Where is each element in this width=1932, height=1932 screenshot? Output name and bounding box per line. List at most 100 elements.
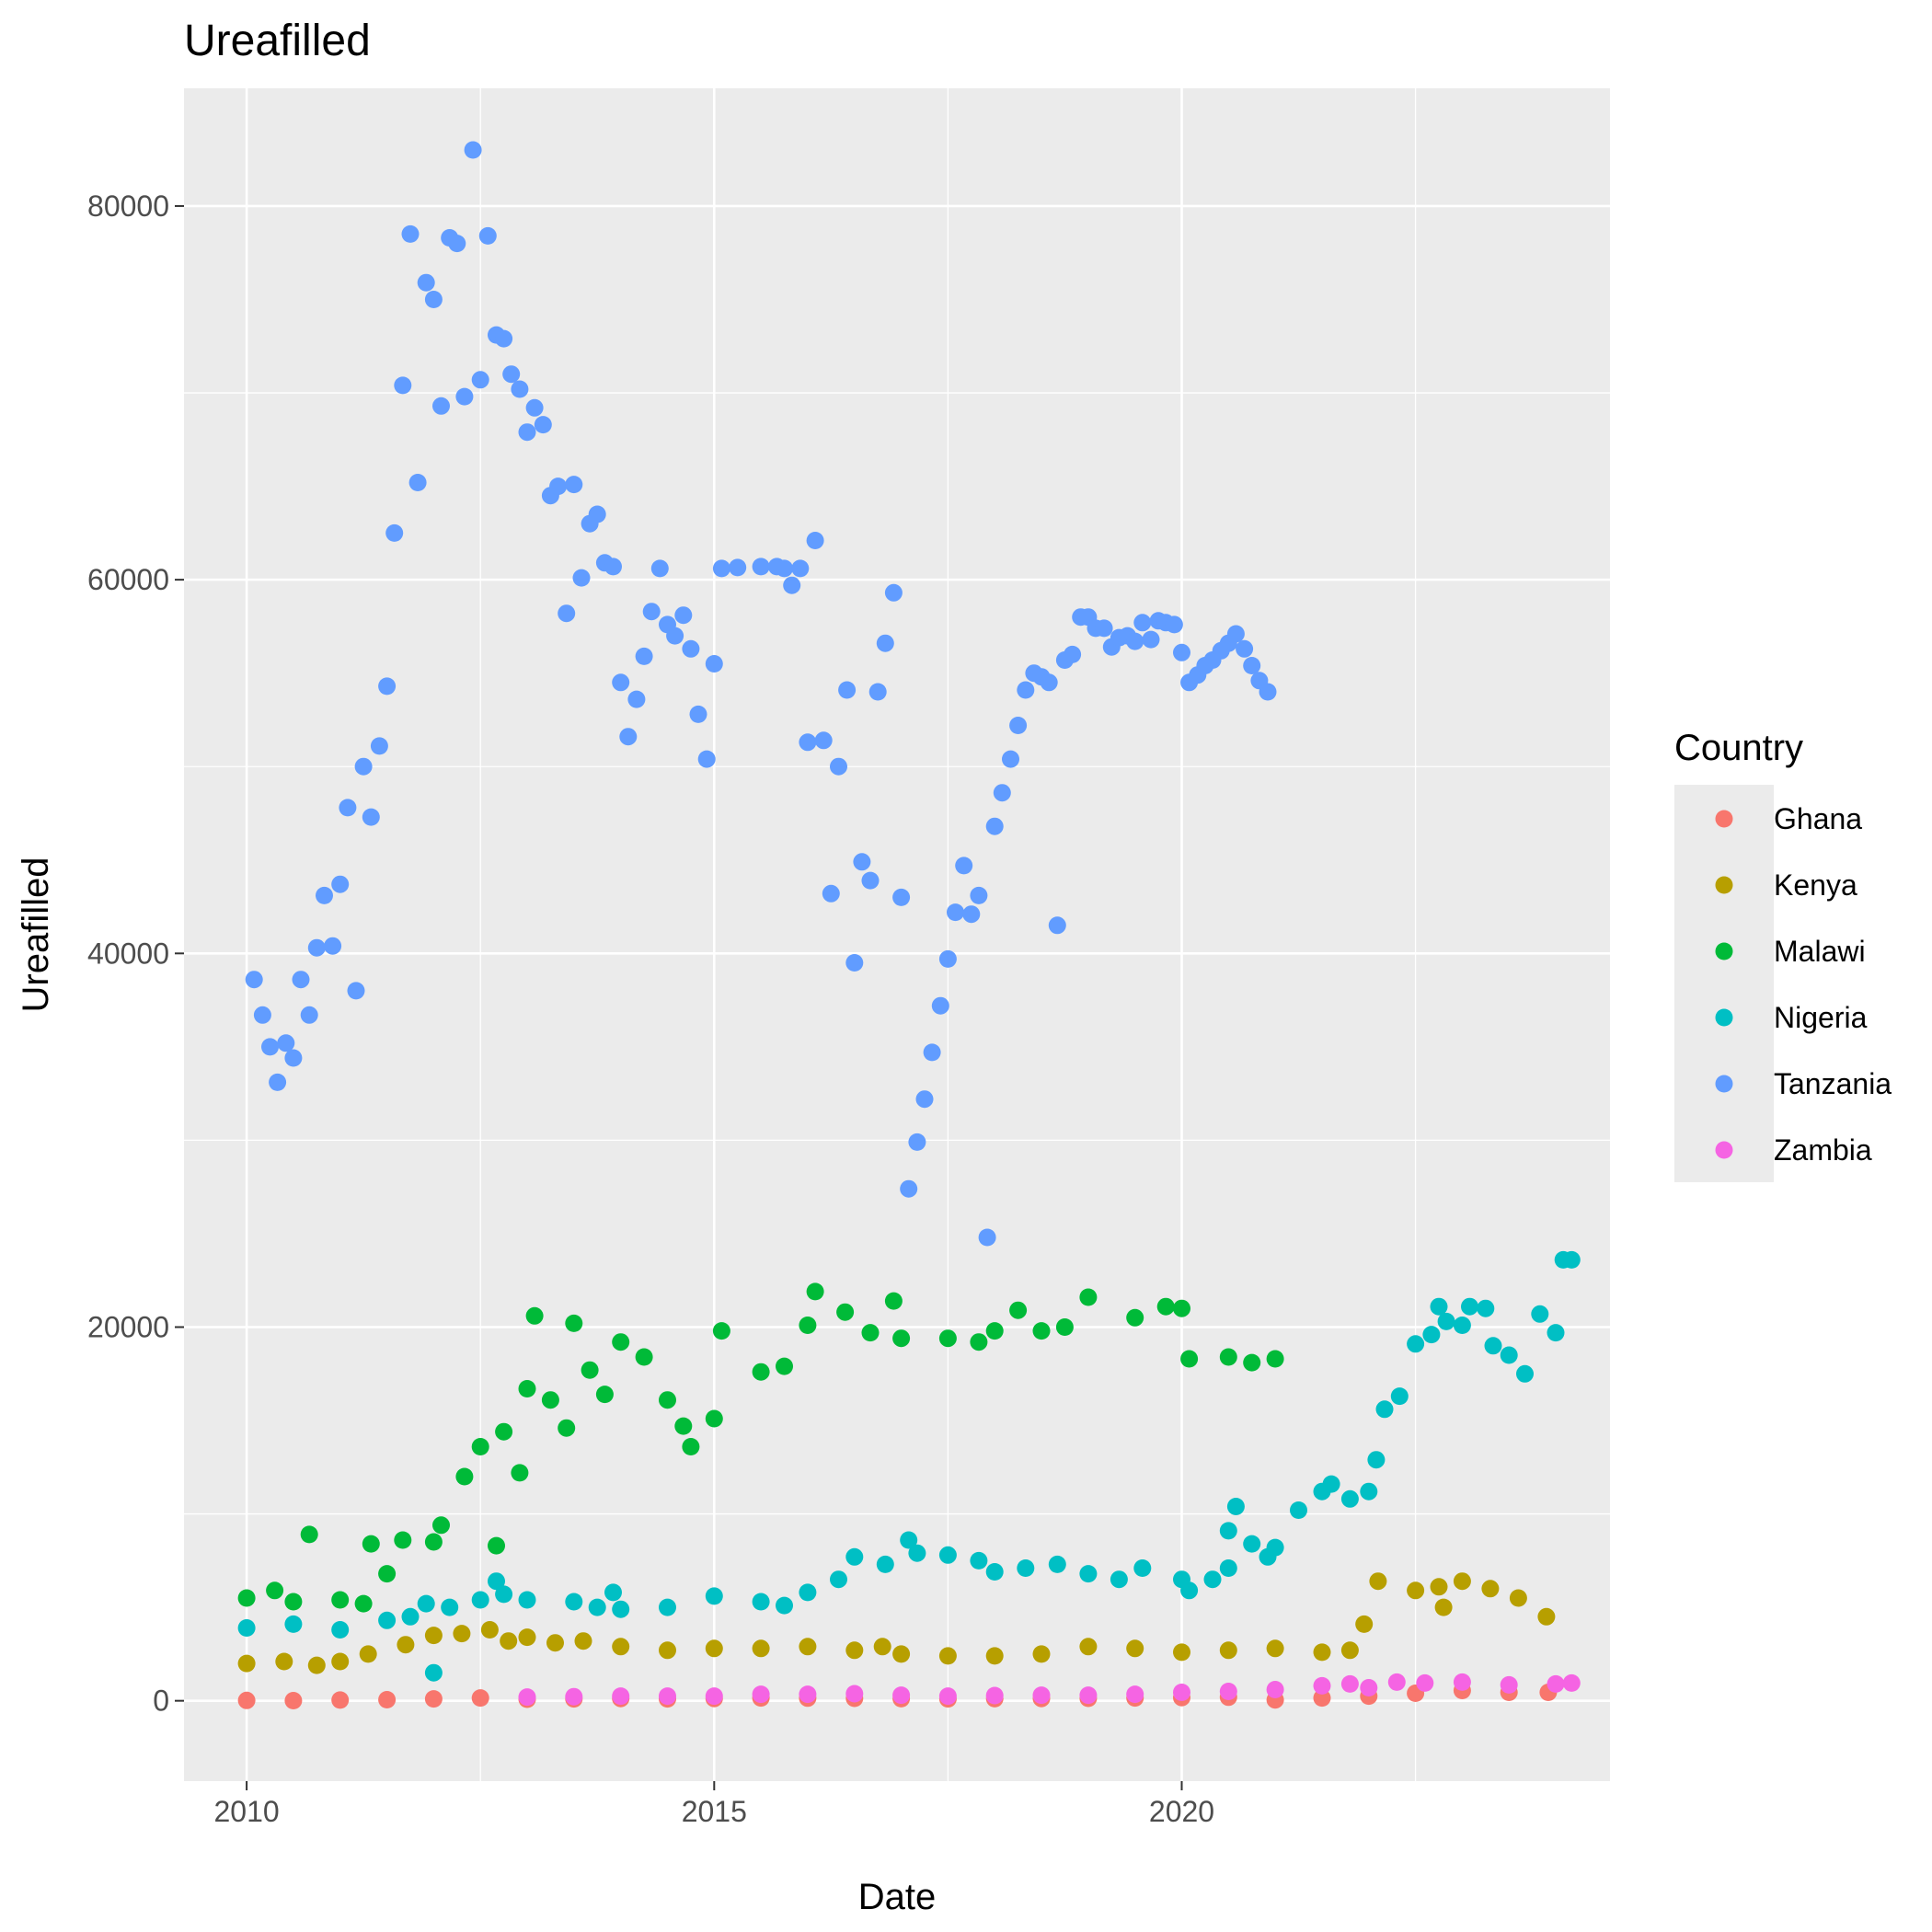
data-point <box>659 1641 676 1660</box>
data-point <box>292 971 310 989</box>
data-point <box>697 750 716 768</box>
data-point <box>612 1687 630 1706</box>
data-point <box>604 558 622 576</box>
data-point <box>574 1632 592 1650</box>
data-point <box>1547 1674 1565 1693</box>
data-point <box>1048 1555 1066 1573</box>
data-point <box>1133 614 1152 632</box>
data-point <box>705 1639 723 1658</box>
data-point <box>284 1692 303 1709</box>
data-point <box>900 1531 918 1549</box>
data-point <box>1226 1498 1245 1515</box>
data-point <box>300 1006 318 1024</box>
y-tick-label: 20000 <box>87 1310 169 1343</box>
series-malawi <box>237 1282 1284 1613</box>
data-point <box>799 1638 817 1656</box>
data-point <box>1079 1288 1098 1306</box>
data-point <box>876 634 894 652</box>
data-point <box>1219 1522 1237 1540</box>
data-point <box>674 1417 693 1435</box>
data-point <box>962 905 981 924</box>
data-point <box>752 1593 770 1611</box>
data-point <box>1531 1305 1549 1323</box>
data-point <box>495 329 513 348</box>
data-point <box>277 1034 295 1052</box>
data-point <box>938 1647 957 1665</box>
data-point <box>471 371 489 389</box>
data-point <box>284 1615 303 1633</box>
data-point <box>938 1329 957 1348</box>
data-point <box>1434 1598 1453 1616</box>
data-point <box>269 1073 287 1091</box>
data-point <box>1453 1673 1471 1691</box>
data-point <box>546 1634 564 1652</box>
data-point <box>266 1581 284 1600</box>
data-point <box>985 1647 1004 1665</box>
data-point <box>650 559 669 578</box>
data-point <box>588 505 606 523</box>
data-point <box>495 1585 513 1604</box>
data-point <box>752 1685 770 1704</box>
data-point <box>401 1607 420 1626</box>
data-point <box>378 1691 397 1708</box>
data-point <box>572 569 591 587</box>
data-point <box>541 1391 559 1409</box>
data-point <box>1516 1364 1534 1383</box>
legend-label-ghana: Ghana <box>1774 802 1862 835</box>
series-kenya <box>237 1572 1556 1674</box>
data-point <box>689 705 707 723</box>
data-point <box>1537 1607 1556 1626</box>
data-point <box>595 1386 614 1404</box>
data-point <box>354 757 373 776</box>
x-tick-label: 2010 <box>214 1795 280 1828</box>
data-point <box>830 757 847 776</box>
data-point <box>1313 1643 1331 1662</box>
data-point <box>471 1591 489 1609</box>
data-point <box>385 523 404 542</box>
data-point <box>659 1687 676 1706</box>
data-point <box>424 1663 443 1682</box>
x-tick-label: 2020 <box>1149 1795 1214 1828</box>
data-point <box>331 875 350 893</box>
data-point <box>776 559 793 578</box>
data-point <box>378 677 397 696</box>
data-point <box>378 1611 397 1629</box>
data-point <box>1243 657 1261 674</box>
data-point <box>394 376 412 395</box>
data-point <box>284 1049 303 1067</box>
data-point <box>836 1303 855 1321</box>
data-point <box>331 1591 350 1609</box>
data-point <box>729 558 747 577</box>
data-point <box>1156 1297 1175 1316</box>
data-point <box>1322 1475 1340 1493</box>
data-point <box>1142 630 1160 649</box>
data-point <box>1165 615 1183 634</box>
data-point <box>1407 1335 1425 1353</box>
legend-label-nigeria: Nigeria <box>1774 1001 1868 1034</box>
legend-key-tanzania <box>1715 1075 1733 1093</box>
data-point <box>534 416 552 434</box>
data-point <box>776 1596 793 1615</box>
data-point <box>861 1324 880 1342</box>
data-point <box>659 1598 676 1616</box>
data-point <box>938 1687 957 1706</box>
data-point <box>1040 673 1058 692</box>
data-point <box>441 1598 459 1616</box>
data-point <box>705 1687 723 1706</box>
data-point <box>1430 1297 1448 1316</box>
data-point <box>1180 1350 1199 1368</box>
data-point <box>853 853 871 871</box>
data-point <box>985 1322 1004 1340</box>
data-point <box>1547 1324 1565 1342</box>
data-point <box>324 937 342 955</box>
y-tick-label: 40000 <box>87 937 169 970</box>
series-nigeria <box>237 1250 1581 1682</box>
data-point <box>1266 1681 1284 1698</box>
data-point <box>822 884 840 903</box>
data-point <box>845 1641 864 1660</box>
data-point <box>549 477 568 496</box>
legend-key-zambia <box>1715 1141 1733 1159</box>
data-point <box>565 1687 583 1706</box>
x-tick-label: 2015 <box>682 1795 747 1828</box>
x-axis-title: Date <box>858 1877 937 1917</box>
